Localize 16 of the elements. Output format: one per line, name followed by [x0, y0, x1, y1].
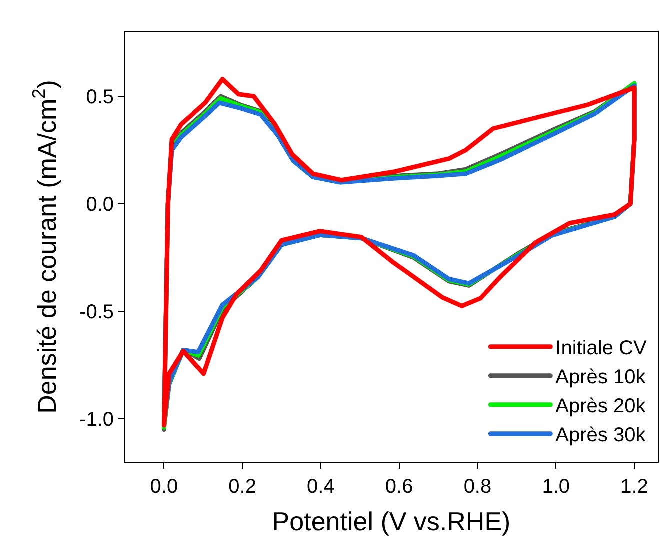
legend-label: Initiale CV — [556, 338, 648, 360]
x-tick-label: 0.2 — [228, 476, 256, 498]
legend-label: Après 30k — [556, 424, 647, 447]
legend-label: Après 10k — [556, 366, 647, 389]
legend-label: Après 20k — [556, 396, 647, 418]
x-tick-label: 0.0 — [150, 476, 178, 498]
x-axis-title: Potentiel (V vs.RHE) — [272, 506, 511, 537]
y-tick-label: 0.0 — [86, 194, 114, 216]
x-tick-label: 0.8 — [464, 476, 492, 498]
x-tick-label: 1.0 — [542, 476, 570, 498]
y-tick-label: 0.5 — [86, 86, 114, 108]
y-tick-label: -0.5 — [80, 302, 114, 324]
y-tick-label: -1.0 — [80, 409, 114, 431]
x-tick-label: 0.4 — [307, 476, 335, 498]
x-tick-label: 1.2 — [620, 476, 648, 498]
x-tick-label: 0.6 — [385, 476, 414, 498]
